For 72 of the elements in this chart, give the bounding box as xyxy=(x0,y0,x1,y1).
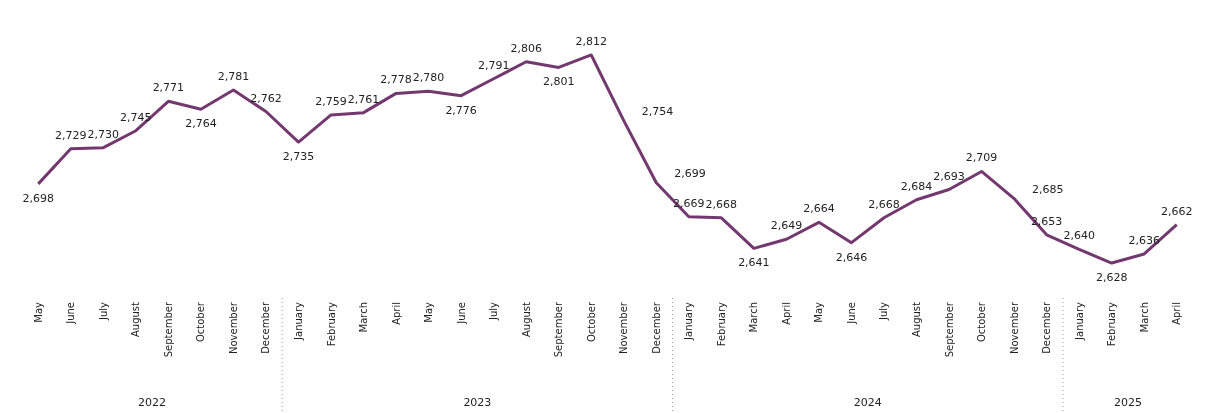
x-tick-label: June xyxy=(65,302,77,325)
x-tick-label: October xyxy=(976,301,988,343)
x-tick-label: August xyxy=(520,301,532,337)
text: 2022 xyxy=(138,396,167,409)
x-tick-label: June xyxy=(845,302,857,325)
data-label: 2,662 xyxy=(1160,204,1193,218)
data-label: 2,761 xyxy=(347,92,380,106)
x-tick-label: May xyxy=(813,301,825,323)
data-label: 2,801 xyxy=(542,75,575,89)
data-label: 2,668 xyxy=(705,197,738,211)
x-tick-label: November xyxy=(618,301,630,355)
data-label: 2,780 xyxy=(412,71,445,85)
x-tick-label: February xyxy=(1106,301,1118,347)
data-label: 2,693 xyxy=(933,169,965,183)
x-tick-label: January xyxy=(1073,301,1085,341)
data-label: 2,781 xyxy=(217,70,250,84)
x-tick-label: May xyxy=(32,301,44,323)
x-tick-label: August xyxy=(911,301,923,337)
x-tick-label: December xyxy=(650,301,662,354)
x-tick-label: October xyxy=(585,301,597,343)
data-label: 2,759 xyxy=(315,94,347,108)
data-label: 2,729 xyxy=(55,128,87,142)
x-tick-label: January xyxy=(683,301,695,341)
data-label: 2,668 xyxy=(868,197,900,211)
data-label: 2,684 xyxy=(900,179,933,193)
data-label: 2,806 xyxy=(510,41,542,55)
x-tick-label: April xyxy=(390,302,402,325)
x-tick-label: March xyxy=(1138,302,1150,333)
data-label: 2,646 xyxy=(835,250,868,264)
x-tick-label: October xyxy=(195,301,207,343)
data-label: 2,730 xyxy=(87,127,120,141)
x-tick-label: August xyxy=(130,301,142,337)
x-tick-label: January xyxy=(292,301,304,341)
x-tick-label: February xyxy=(715,301,727,347)
data-label: 2,754 xyxy=(641,104,674,118)
data-label: 2,699 xyxy=(674,166,706,180)
text: 2025 xyxy=(1113,396,1142,409)
data-label: 2,649 xyxy=(770,219,803,233)
data-label: 2,762 xyxy=(250,91,282,105)
data-label: 2,685 xyxy=(1032,182,1064,196)
data-label: 2,641 xyxy=(738,256,770,270)
data-label: 2,735 xyxy=(282,150,315,164)
x-tick-label: February xyxy=(325,301,337,347)
text: 2023 xyxy=(463,396,492,409)
data-label: 2,776 xyxy=(445,103,477,117)
data-label: 2,812 xyxy=(575,34,607,48)
x-tick-label: July xyxy=(878,301,890,321)
data-label: 2,664 xyxy=(803,202,835,216)
x-tick-label: September xyxy=(162,301,174,358)
x-tick-label: March xyxy=(748,302,760,333)
x-tick-label: May xyxy=(423,301,435,323)
x-tick-label: December xyxy=(260,301,272,354)
data-label: 2,709 xyxy=(965,151,998,165)
text: 2024 xyxy=(853,396,882,409)
x-tick-label: April xyxy=(1171,302,1183,325)
x-tick-label: June xyxy=(455,302,467,325)
x-tick-label: July xyxy=(488,301,500,321)
data-label: 2,640 xyxy=(1063,229,1095,243)
x-tick-label: November xyxy=(227,301,239,355)
x-tick-label: September xyxy=(553,301,565,358)
data-label: 2,791 xyxy=(477,58,510,72)
data-label: 2,778 xyxy=(380,73,412,87)
x-tick-label: July xyxy=(97,301,109,321)
data-label: 2,698 xyxy=(22,191,55,205)
x-tick-label: September xyxy=(943,301,955,358)
x-tick-label: December xyxy=(1041,301,1053,354)
x-tick-label: April xyxy=(780,302,792,325)
data-label: 2,764 xyxy=(185,117,217,131)
data-label: 2,771 xyxy=(152,81,185,95)
data-label: 2,628 xyxy=(1095,271,1128,285)
x-tick-label: November xyxy=(1008,301,1020,355)
x-tick-label: March xyxy=(358,302,370,333)
